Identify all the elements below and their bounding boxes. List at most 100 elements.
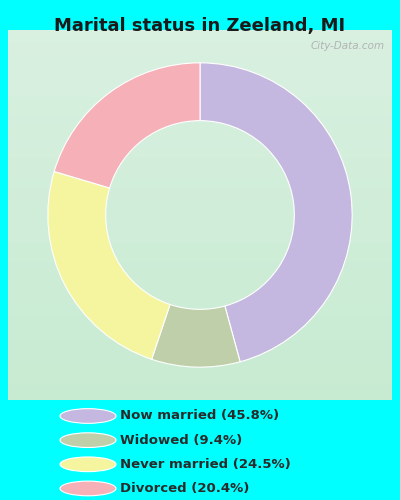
- Bar: [8, 30, 392, 32]
- Bar: [8, 289, 392, 292]
- Bar: [8, 116, 392, 119]
- Wedge shape: [48, 172, 170, 360]
- Bar: [8, 318, 392, 321]
- Bar: [8, 104, 392, 106]
- Bar: [8, 247, 392, 250]
- Circle shape: [60, 457, 116, 471]
- Bar: [8, 321, 392, 324]
- Circle shape: [60, 408, 116, 424]
- Bar: [8, 106, 392, 109]
- Bar: [8, 230, 392, 232]
- Bar: [8, 257, 392, 260]
- Bar: [8, 250, 392, 252]
- Bar: [8, 260, 392, 262]
- Bar: [8, 57, 392, 59]
- Bar: [8, 178, 392, 180]
- Bar: [8, 244, 392, 247]
- Bar: [8, 356, 392, 358]
- Bar: [8, 252, 392, 254]
- Bar: [8, 215, 392, 218]
- Wedge shape: [152, 304, 240, 367]
- Bar: [8, 89, 392, 92]
- Bar: [8, 279, 392, 281]
- Bar: [8, 67, 392, 70]
- Bar: [8, 237, 392, 240]
- Bar: [8, 232, 392, 234]
- Bar: [8, 94, 392, 96]
- Bar: [8, 254, 392, 257]
- Bar: [8, 190, 392, 193]
- Text: City-Data.com: City-Data.com: [310, 41, 384, 51]
- Bar: [8, 350, 392, 353]
- Bar: [8, 328, 392, 331]
- Bar: [8, 38, 392, 40]
- Bar: [8, 60, 392, 62]
- Bar: [8, 311, 392, 314]
- Bar: [8, 131, 392, 134]
- Bar: [8, 72, 392, 74]
- Bar: [8, 96, 392, 99]
- Bar: [8, 270, 392, 272]
- Bar: [8, 284, 392, 286]
- Bar: [8, 282, 392, 284]
- Bar: [8, 380, 392, 382]
- Bar: [8, 62, 392, 64]
- Bar: [8, 360, 392, 363]
- Bar: [8, 294, 392, 296]
- Bar: [8, 160, 392, 163]
- Bar: [8, 302, 392, 304]
- Bar: [8, 390, 392, 392]
- Bar: [8, 344, 392, 345]
- Bar: [8, 334, 392, 336]
- Bar: [8, 234, 392, 237]
- Bar: [8, 48, 392, 50]
- Bar: [8, 32, 392, 35]
- Bar: [8, 262, 392, 264]
- Bar: [8, 154, 392, 156]
- Bar: [8, 336, 392, 338]
- Bar: [8, 54, 392, 57]
- Bar: [8, 208, 392, 210]
- Bar: [8, 392, 392, 395]
- Bar: [8, 388, 392, 390]
- Bar: [8, 163, 392, 166]
- Bar: [8, 314, 392, 316]
- Circle shape: [60, 481, 116, 496]
- Bar: [8, 366, 392, 368]
- Bar: [8, 82, 392, 84]
- Bar: [8, 240, 392, 242]
- Bar: [8, 50, 392, 52]
- Bar: [8, 176, 392, 178]
- Bar: [8, 276, 392, 279]
- Text: Widowed (9.4%): Widowed (9.4%): [120, 434, 242, 446]
- Bar: [8, 220, 392, 222]
- Bar: [8, 128, 392, 131]
- Bar: [8, 353, 392, 356]
- Bar: [8, 286, 392, 289]
- Wedge shape: [54, 63, 200, 188]
- Bar: [8, 198, 392, 200]
- Bar: [8, 52, 392, 54]
- Bar: [8, 228, 392, 230]
- Bar: [8, 225, 392, 228]
- Bar: [8, 158, 392, 160]
- Bar: [8, 114, 392, 116]
- Bar: [8, 64, 392, 67]
- Bar: [8, 398, 392, 400]
- Bar: [8, 80, 392, 82]
- Bar: [8, 212, 392, 215]
- Bar: [8, 368, 392, 370]
- Bar: [8, 395, 392, 398]
- Bar: [8, 136, 392, 138]
- Bar: [8, 183, 392, 186]
- Bar: [8, 148, 392, 151]
- Bar: [8, 126, 392, 128]
- Bar: [8, 341, 392, 344]
- Bar: [8, 348, 392, 350]
- Bar: [8, 84, 392, 86]
- Bar: [8, 218, 392, 220]
- Bar: [8, 112, 392, 114]
- Bar: [8, 156, 392, 158]
- Bar: [8, 134, 392, 136]
- Bar: [8, 296, 392, 299]
